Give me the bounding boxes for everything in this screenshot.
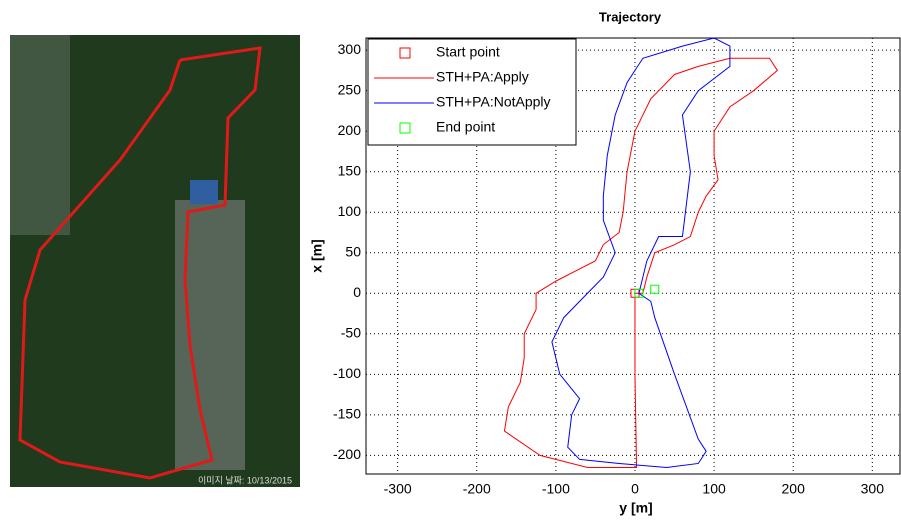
x-tick-label: 200 xyxy=(782,481,806,497)
map-court xyxy=(190,180,218,204)
y-tick-label: -50 xyxy=(341,325,361,341)
y-tick-label: 200 xyxy=(338,122,362,138)
y-tick-label: 50 xyxy=(345,243,361,259)
y-axis-label: x [m] xyxy=(309,239,325,272)
x-tick-label: 100 xyxy=(702,481,726,497)
y-tick-label: 150 xyxy=(338,162,362,178)
y-tick-label: -100 xyxy=(333,365,361,381)
x-tick-label: 300 xyxy=(861,481,885,497)
map-houses xyxy=(10,35,70,235)
map-caption: 이미지 날짜: 10/13/2015 xyxy=(198,475,292,485)
x-tick-label: -200 xyxy=(463,481,491,497)
y-tick-label: -200 xyxy=(333,446,361,462)
x-tick-label: 0 xyxy=(631,481,639,497)
legend-label: End point xyxy=(436,119,495,135)
x-tick-label: -300 xyxy=(384,481,412,497)
y-tick-label: 300 xyxy=(338,41,362,57)
y-tick-label: 250 xyxy=(338,81,362,97)
y-tick-label: 0 xyxy=(353,284,361,300)
x-tick-label: -100 xyxy=(542,481,570,497)
legend-label: Start point xyxy=(436,44,500,60)
chart-title: Trajectory xyxy=(599,9,662,24)
legend-label: STH+PA:NotApply xyxy=(436,94,551,110)
legend-label: STH+PA:Apply xyxy=(436,69,529,85)
x-axis-label: y [m] xyxy=(619,500,652,516)
y-tick-label: 100 xyxy=(338,203,362,219)
satellite-map: 이미지 날짜: 10/13/2015 xyxy=(10,35,300,487)
y-tick-label: -150 xyxy=(333,406,361,422)
page: 이미지 날짜: 10/13/2015 -300 -200 -100 0 100 200 30… xyxy=(0,0,901,518)
